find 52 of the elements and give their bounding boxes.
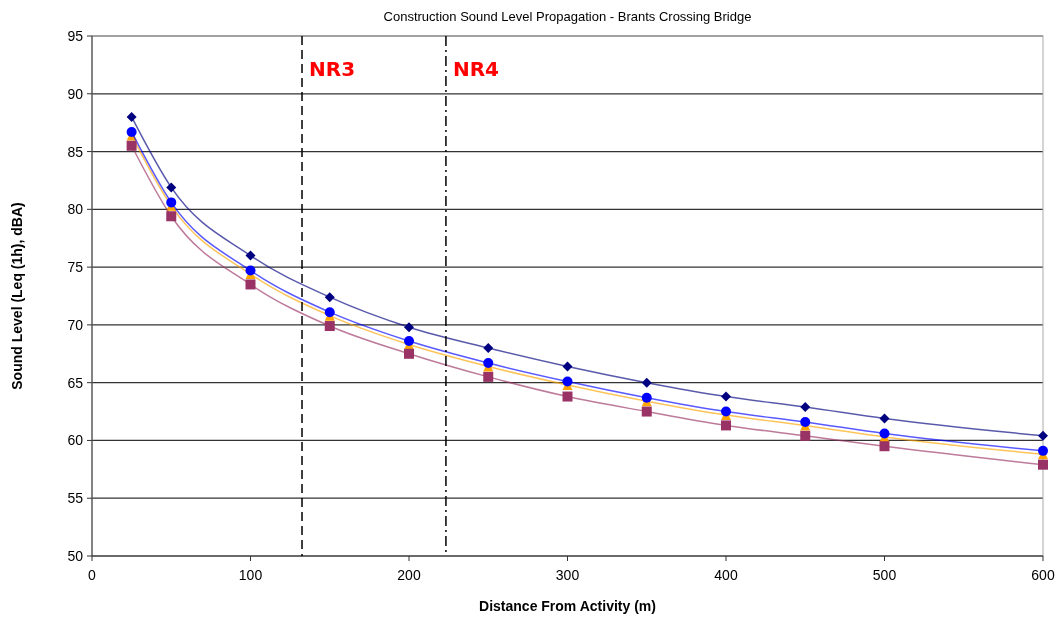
point xyxy=(324,292,335,303)
point xyxy=(126,140,137,151)
point xyxy=(721,420,731,431)
point xyxy=(1038,430,1048,441)
ref-line-label: NR3 xyxy=(309,57,356,81)
point xyxy=(562,361,573,372)
chart-title: Construction Sound Level Propagation - Brants Crossing Bridge xyxy=(383,9,752,24)
y-tick-label: 90 xyxy=(67,85,84,102)
x-axis-title: Distance From Activity (m) xyxy=(479,598,656,614)
y-axis-title: Sound Level (Leq (1h), dBA) xyxy=(9,202,25,390)
x-tick-label: 200 xyxy=(397,567,421,583)
y-tick-label: 65 xyxy=(67,374,84,391)
point xyxy=(483,343,494,353)
point xyxy=(800,430,811,441)
point xyxy=(1038,459,1048,470)
point xyxy=(404,348,414,359)
point xyxy=(126,111,137,122)
point xyxy=(245,279,256,290)
ref-line-label: NR4 xyxy=(452,57,499,81)
point xyxy=(800,416,811,427)
y-tick-label: 60 xyxy=(67,432,84,449)
x-tick-label: 300 xyxy=(555,567,580,583)
y-tick-label: 85 xyxy=(67,143,84,160)
x-tick-label: 600 xyxy=(1031,567,1055,583)
point xyxy=(641,377,652,388)
x-tick-label: 500 xyxy=(872,567,897,583)
y-tick-label: 55 xyxy=(67,490,84,507)
y-tick-label: 80 xyxy=(67,201,84,218)
point xyxy=(721,391,731,402)
x-tick-label: 100 xyxy=(238,567,263,583)
y-tick-label: 75 xyxy=(67,259,84,276)
point xyxy=(324,321,335,332)
point xyxy=(879,413,890,424)
point xyxy=(641,392,652,403)
point xyxy=(483,371,494,382)
point xyxy=(166,182,177,193)
point xyxy=(641,406,652,417)
point xyxy=(1038,445,1048,456)
point xyxy=(800,401,811,412)
point xyxy=(721,406,731,417)
point xyxy=(404,322,414,333)
y-tick-label: 70 xyxy=(67,316,84,333)
y-tick-label: 50 xyxy=(67,548,84,564)
point xyxy=(245,265,256,276)
point xyxy=(879,441,890,452)
point xyxy=(245,250,256,261)
x-tick-label: 400 xyxy=(714,567,738,583)
point xyxy=(126,126,137,137)
x-tick-label: 0 xyxy=(88,567,97,583)
point xyxy=(166,211,177,222)
y-tick-label: 95 xyxy=(67,28,84,44)
point xyxy=(562,391,573,402)
